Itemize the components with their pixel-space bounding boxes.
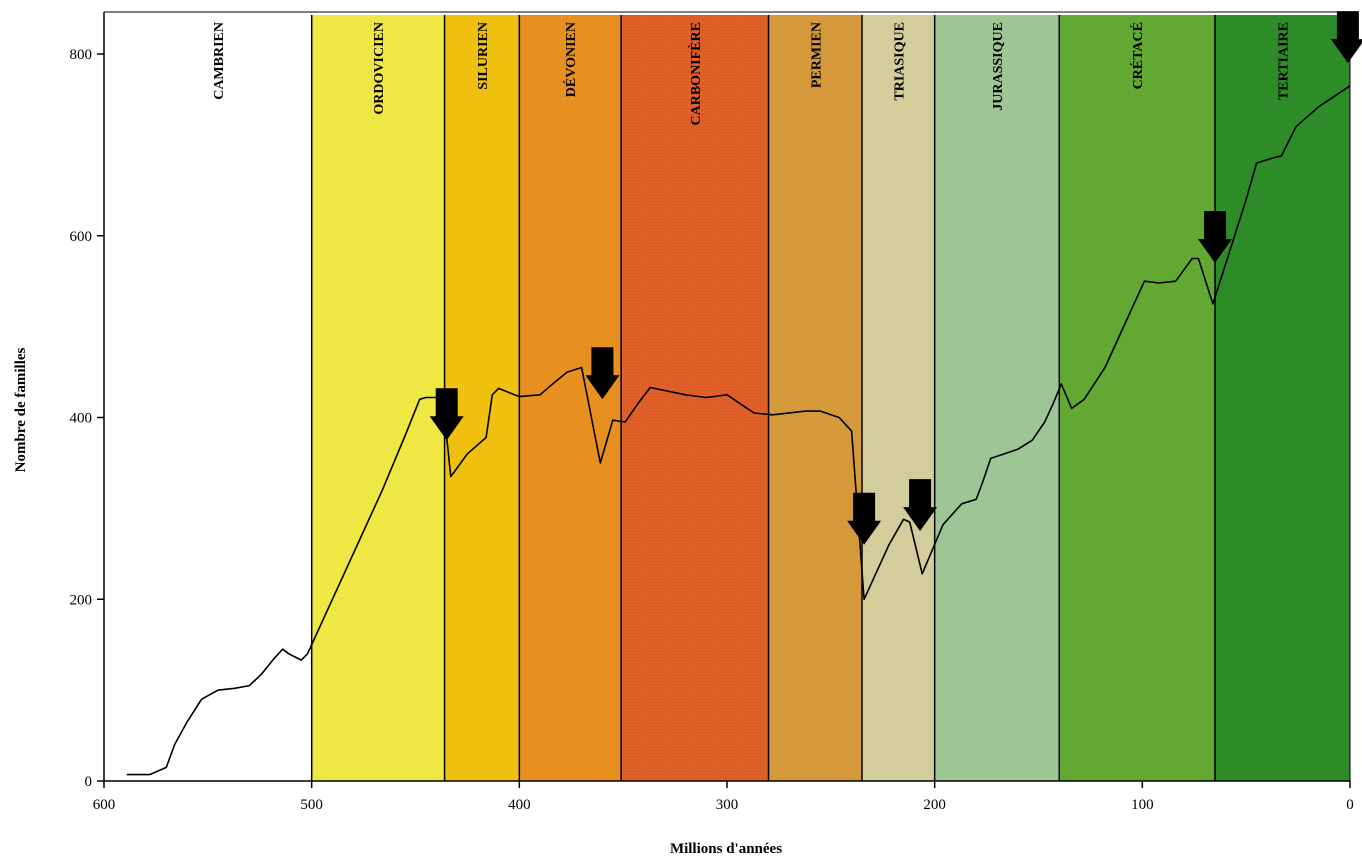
- period-band: [934, 15, 1060, 781]
- period-band: [124, 15, 312, 781]
- x-tick-label: 400: [508, 797, 531, 813]
- period-band: [1059, 15, 1216, 781]
- y-tick-label: 600: [70, 229, 93, 245]
- period-label: TERTIAIRE: [1277, 22, 1292, 100]
- period-band: [768, 15, 862, 781]
- period-label: PERMIEN: [809, 22, 824, 88]
- period-band: [1215, 15, 1350, 781]
- y-tick-label: 0: [85, 774, 93, 790]
- extinction-arrow: [429, 388, 464, 441]
- x-axis-title: Millions d'années: [670, 841, 782, 857]
- extinction-arrow: [1198, 211, 1232, 263]
- x-tick-label: 500: [300, 797, 323, 813]
- period-band: [519, 15, 622, 781]
- y-tick-label: 800: [70, 47, 93, 63]
- extinction-arrows: [429, 11, 1362, 545]
- period-label: DÉVONIEN: [562, 22, 579, 97]
- axes: 0 200 400 600 800 600 500 400 300 200 100 0: [70, 11, 1354, 813]
- period-label: ORDOVICIEN: [372, 22, 387, 115]
- period-label: CARBONIFÈRE: [687, 22, 704, 125]
- x-tick-label: 600: [93, 797, 116, 813]
- period-label: JURASSIQUE: [991, 22, 1006, 111]
- period-band: [861, 15, 935, 781]
- x-tick-label: 100: [1131, 797, 1154, 813]
- x-tick-label: 0: [1346, 797, 1354, 813]
- period-label: SILURIEN: [476, 22, 491, 90]
- x-tick-label: 300: [716, 797, 739, 813]
- extinction-arrow: [1330, 11, 1362, 64]
- x-tick-label: 200: [923, 797, 946, 813]
- extinction-arrow: [847, 492, 882, 545]
- period-label: CAMBRIEN: [212, 22, 227, 100]
- series: [126, 85, 1351, 776]
- y-axis-title: Nombre de familles: [13, 347, 29, 472]
- period-band-texture: [621, 15, 769, 781]
- period-bands: CAMBRIEN ORDOVICIEN SILURIEN DÉVONIEN CARBON…: [124, 15, 1350, 781]
- y-tick-label: 400: [70, 411, 93, 427]
- y-tick-label: 200: [70, 592, 93, 608]
- series-line: [126, 85, 1351, 776]
- period-label: CRÉTACÉ: [1129, 22, 1146, 89]
- period-label: TRIASIQUE: [892, 22, 907, 101]
- extinction-arrow: [903, 479, 938, 532]
- extinction-arrow: [585, 347, 620, 400]
